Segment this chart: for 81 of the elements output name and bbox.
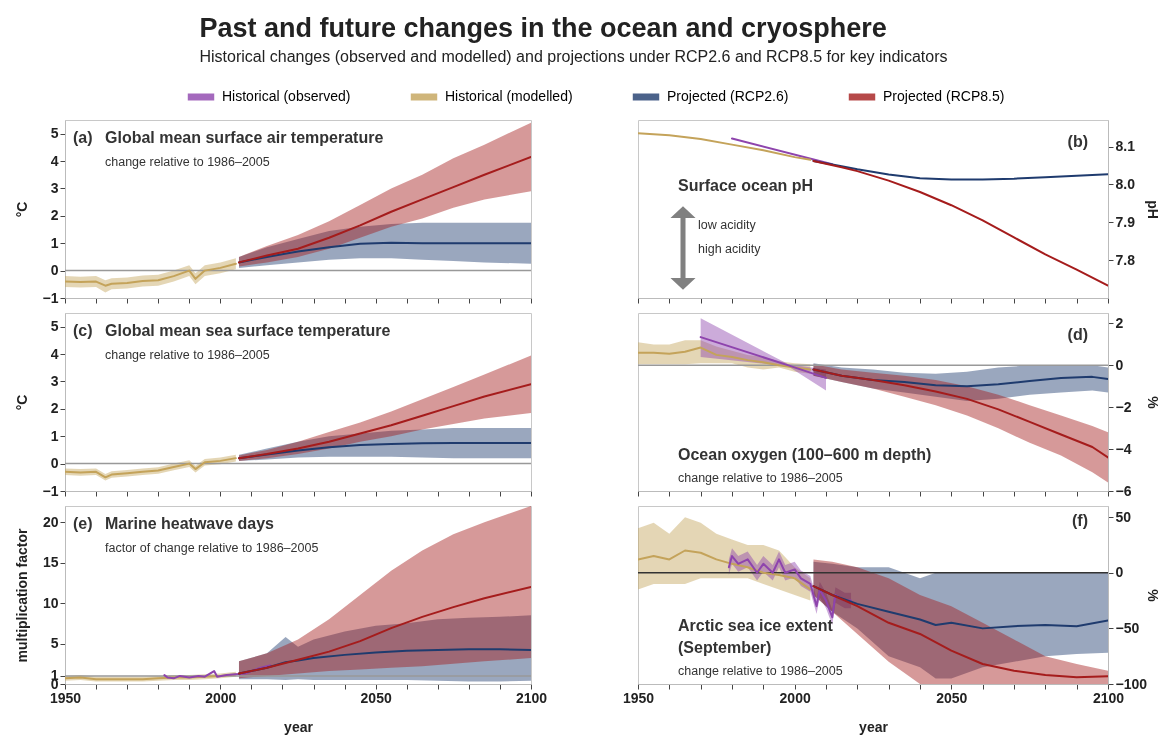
text: Arctic sea ice extent (September) [678,617,834,656]
x-tick-label: 2050 [936,689,968,706]
x-tick-label: 2000 [205,689,237,706]
annotation: (c) [73,322,93,339]
x-tick-label: 2000 [779,689,811,706]
y-tick-label: 15 [42,554,59,571]
text: Past and future changes in the ocean and cryosphere [199,12,887,43]
x-tick-label: 2050 [360,689,392,706]
text: Surface ocean pH [678,177,814,194]
y-tick-label: 8.0 [1115,175,1136,192]
text: Ocean oxygen (100–600 m depth) [678,446,932,463]
legend-label: Historical (observed) [222,88,351,104]
y-tick-label: 7.9 [1115,213,1136,230]
annotation: (d) [1067,326,1088,343]
text: change relative to 1986–2005 [105,348,270,362]
y-axis-title: pH [1144,200,1161,219]
text: change relative to 1986–2005 [678,471,843,485]
y-tick-label: 8.1 [1115,138,1136,155]
y-tick-label: 10 [42,594,59,611]
y-tick-label: −100 [1115,675,1148,692]
annotation: (b) [1067,133,1088,150]
y-tick-label: 20 [42,513,59,530]
y-tick-label: −50 [1115,619,1140,636]
y-tick-label: 0 [50,262,59,279]
y-tick-label: −4 [1115,440,1132,457]
line-series [812,159,1108,287]
legend-label: Projected (RCP2.6) [667,88,789,104]
line-series [65,262,237,287]
y-tick-label: 2 [50,207,59,224]
y-tick-label: 0 [1115,356,1124,373]
y-tick-label: 0 [1115,564,1124,581]
y-tick-label: 7.8 [1115,251,1136,268]
y-tick-label: 0 [50,455,59,472]
line-series [727,555,853,619]
annotation: (e) [73,515,93,532]
line-series [638,346,812,371]
annotation: (a) [73,129,93,146]
annotation: low acidity [698,218,757,232]
text: change relative to 1986–2005 [105,155,270,169]
y-tick-label: 4 [50,345,59,362]
line-series [638,549,812,591]
y-axis-title: °C [13,201,30,218]
y-tick-label: 4 [50,152,59,169]
text: Marine heatwave days [105,515,275,532]
y-tick-label: 50 [1115,508,1132,525]
y-tick-label: −2 [1115,398,1132,415]
text: Global mean surface air temperature [105,129,384,146]
line-series [237,383,531,460]
y-tick-label: 3 [50,372,59,389]
y-axis-title: % [1144,396,1161,410]
line-series [237,585,531,675]
y-tick-label: 3 [50,179,59,196]
y-tick-label: 5 [50,635,59,652]
x-tick-label: 1950 [49,689,82,706]
y-tick-label: −1 [42,289,59,306]
legend-label: Historical (modelled) [445,88,573,104]
text: Global mean sea surface temperature [105,322,391,339]
x-tick-label: 2100 [515,689,548,706]
line-series [638,132,812,161]
y-tick-label: 5 [50,318,59,335]
y-axis-title: °C [13,394,30,411]
x-axis-title: year [284,718,314,735]
x-tick-label: 1950 [622,689,655,706]
y-axis-title: multiplication factor [13,528,30,663]
annotation: high acidity [698,242,762,256]
x-axis-title: year [859,718,889,735]
x-tick-label: 2100 [1092,689,1125,706]
annotation: (f) [1072,512,1088,529]
legend-label: Projected (RCP8.5) [883,88,1005,104]
y-tick-label: 1 [50,427,59,444]
text: factor of change relative to 1986–2005 [105,541,319,555]
y-tick-label: 2 [1115,314,1124,331]
y-tick-label: −1 [42,482,59,499]
y-tick-label: 2 [50,400,59,417]
y-tick-label: 5 [50,125,59,142]
y-axis-title: % [1144,589,1161,603]
text: change relative to 1986–2005 [678,664,843,678]
y-tick-label: −6 [1115,482,1132,499]
text: Historical changes (observed and modelled) and projections under RCP2.6 and RCP8.5 for key indicators [199,47,948,65]
y-tick-label: 1 [50,234,59,251]
line-series [163,664,272,680]
